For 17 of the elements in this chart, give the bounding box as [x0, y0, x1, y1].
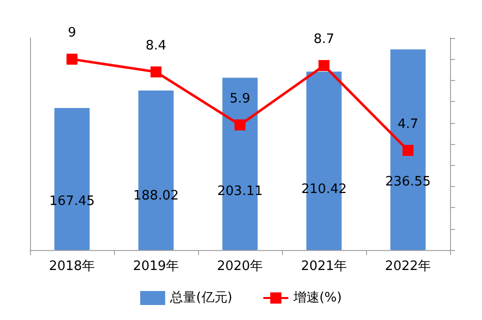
legend-label: 总量(亿元)	[169, 290, 232, 306]
point	[234, 119, 246, 130]
x-tick-label: 2019年	[132, 259, 180, 274]
point	[402, 144, 414, 156]
data-label: 5.9	[230, 91, 250, 106]
data-label: 8.4	[146, 38, 166, 54]
data-label: 8.7	[314, 32, 334, 48]
data-label: 9	[68, 26, 76, 41]
legend-label: 增速(%)	[292, 290, 342, 306]
x-tick-label: 2022年	[384, 259, 432, 274]
x-tick-label: 2020年	[216, 259, 264, 274]
data-label: 4.7	[398, 116, 418, 132]
point	[150, 66, 162, 78]
x-tick-label: 2021年	[300, 259, 348, 274]
x-tick-label: 2018年	[48, 259, 96, 274]
point	[318, 60, 330, 72]
point	[66, 54, 78, 65]
